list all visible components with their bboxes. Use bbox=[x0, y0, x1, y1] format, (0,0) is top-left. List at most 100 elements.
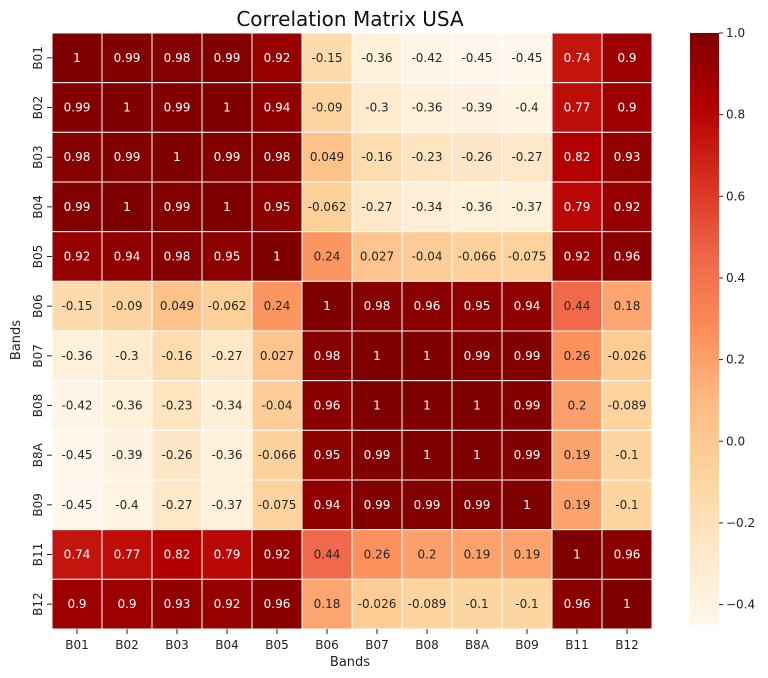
cell-label: -0.39 bbox=[461, 101, 492, 115]
x-tick-label: B05 bbox=[265, 638, 289, 652]
heatmap-cell bbox=[601, 578, 653, 630]
heatmap-cell bbox=[601, 181, 653, 233]
heatmap-cell bbox=[601, 479, 653, 531]
cell-label: -0.1 bbox=[615, 498, 638, 512]
cell-label: -0.4 bbox=[515, 101, 538, 115]
heatmap-cell bbox=[151, 181, 203, 233]
cell-label: -0.1 bbox=[515, 597, 538, 611]
cell-label: 0.98 bbox=[264, 150, 291, 164]
cell-label: -0.3 bbox=[365, 101, 388, 115]
heatmap-cell bbox=[251, 231, 303, 282]
cell-label: 0.95 bbox=[214, 250, 241, 264]
y-tick-label: B09 bbox=[31, 493, 45, 517]
cell-label: 0.2 bbox=[567, 399, 586, 413]
cell-label: -0.27 bbox=[361, 200, 392, 214]
cell-label: -0.27 bbox=[511, 150, 542, 164]
heatmap-cell bbox=[151, 32, 203, 84]
cell-label: 0.19 bbox=[514, 548, 541, 562]
heatmap-cell bbox=[351, 181, 403, 233]
cell-label: -0.066 bbox=[458, 250, 497, 264]
heatmap-cell bbox=[501, 578, 553, 630]
cell-label: 0.24 bbox=[314, 250, 341, 264]
cell-label: 0.99 bbox=[414, 498, 441, 512]
x-tick-label: B04 bbox=[215, 638, 239, 652]
cell-label: 1 bbox=[373, 349, 381, 363]
heatmap-cell bbox=[501, 82, 553, 133]
cell-label: 0.99 bbox=[114, 51, 141, 65]
heatmap-cell bbox=[51, 231, 103, 282]
heatmap-cell bbox=[451, 429, 503, 481]
cell-label: 1 bbox=[423, 399, 431, 413]
cell-label: -0.3 bbox=[115, 349, 138, 363]
cell-label: 1 bbox=[373, 399, 381, 413]
heatmap-cell bbox=[101, 330, 153, 382]
cell-label: 0.99 bbox=[164, 200, 191, 214]
heatmap-cell bbox=[351, 231, 403, 282]
heatmap-cell bbox=[151, 429, 203, 481]
cell-label: -0.075 bbox=[508, 250, 547, 264]
cell-label: 0.19 bbox=[564, 448, 591, 462]
heatmap-cell bbox=[301, 578, 353, 630]
heatmap-cell bbox=[351, 529, 403, 580]
y-tick-label: B03 bbox=[31, 145, 45, 169]
cell-label: 0.99 bbox=[214, 51, 241, 65]
heatmap-cell bbox=[151, 578, 203, 630]
chart-title: Correlation Matrix USA bbox=[236, 7, 464, 31]
cell-label: 1 bbox=[123, 101, 131, 115]
heatmap-cell bbox=[551, 578, 603, 630]
cell-label: -0.16 bbox=[161, 349, 192, 363]
cell-label: 0.26 bbox=[364, 548, 391, 562]
cell-label: 0.99 bbox=[364, 498, 391, 512]
heatmap-cell bbox=[351, 82, 403, 133]
cell-label: 0.9 bbox=[617, 51, 636, 65]
heatmap-cell bbox=[51, 429, 103, 481]
heatmap-cell bbox=[351, 330, 403, 382]
cell-label: 0.18 bbox=[314, 597, 341, 611]
cell-label: -0.36 bbox=[211, 448, 242, 462]
cell-label: 0.74 bbox=[64, 548, 91, 562]
cell-label: 1 bbox=[123, 200, 131, 214]
y-tick-label: B08 bbox=[31, 394, 45, 418]
heatmap-cell bbox=[451, 529, 503, 580]
heatmap-cell bbox=[301, 280, 353, 332]
heatmap-cell bbox=[151, 231, 203, 282]
cell-label: 0.94 bbox=[314, 498, 341, 512]
cell-label: -0.27 bbox=[161, 498, 192, 512]
heatmap-cell bbox=[201, 429, 253, 481]
cell-label: 1 bbox=[573, 548, 581, 562]
colorbar-tick-label: 0.0 bbox=[726, 434, 745, 448]
heatmap-cell bbox=[251, 82, 303, 133]
heatmap-cell bbox=[101, 529, 153, 580]
heatmap-cell bbox=[201, 82, 253, 133]
heatmap-cell bbox=[401, 231, 453, 282]
cell-label: -0.15 bbox=[311, 51, 342, 65]
x-tick-label: B12 bbox=[615, 638, 639, 652]
heatmap-cell bbox=[101, 429, 153, 481]
cell-label: 0.82 bbox=[164, 548, 191, 562]
x-tick-label: B03 bbox=[165, 638, 189, 652]
cell-label: 0.96 bbox=[414, 299, 441, 313]
heatmap-cell bbox=[601, 529, 653, 580]
cell-label: -0.34 bbox=[211, 399, 242, 413]
heatmap-cell bbox=[51, 529, 103, 580]
heatmap-cell bbox=[351, 280, 403, 332]
cell-label: 0.9 bbox=[617, 101, 636, 115]
y-tick-label: B06 bbox=[31, 294, 45, 318]
x-tick-label: B02 bbox=[115, 638, 139, 652]
heatmap-cell bbox=[201, 181, 253, 233]
cell-label: 0.99 bbox=[514, 399, 541, 413]
cell-label: 0.99 bbox=[164, 101, 191, 115]
heatmap-cell bbox=[201, 330, 253, 382]
heatmap-cell bbox=[301, 32, 353, 84]
cell-label: 0.94 bbox=[114, 250, 141, 264]
cell-label: 0.9 bbox=[67, 597, 86, 611]
heatmap-cell bbox=[151, 380, 203, 431]
cell-label: 1 bbox=[473, 399, 481, 413]
cell-label: -0.15 bbox=[61, 299, 92, 313]
cell-label: -0.36 bbox=[61, 349, 92, 363]
cell-label: -0.09 bbox=[311, 101, 342, 115]
x-tick-label: B11 bbox=[565, 638, 589, 652]
x-tick-label: B08 bbox=[415, 638, 439, 652]
heatmap-cell bbox=[401, 32, 453, 84]
cell-label: 0.92 bbox=[214, 597, 241, 611]
